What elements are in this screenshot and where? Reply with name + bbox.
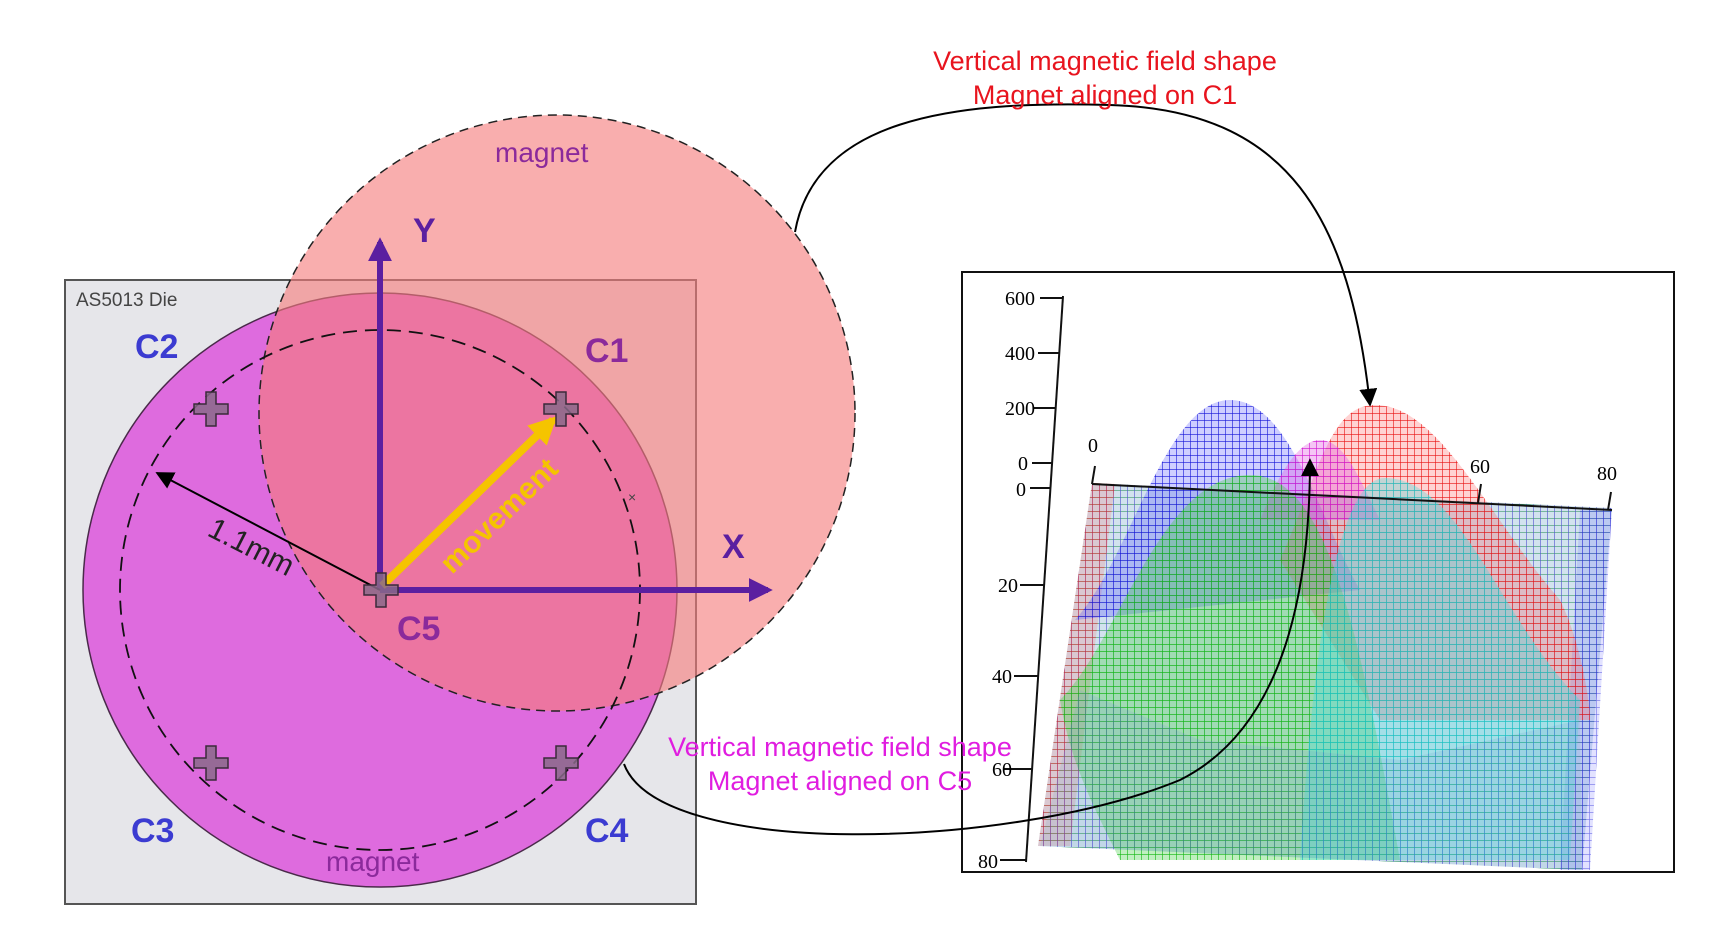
connector-c5 [623,458,1319,836]
die-diagram: AS5013 Die Y X 1.1mm movement × C2 C1 C3 [64,114,856,905]
z-tick-600: 600 [1005,288,1035,310]
annotation-c1-line2: Magnet aligned on C1 [973,80,1237,110]
plot-x-axis [1091,483,1613,511]
y-tick-0: 0 [1016,479,1026,501]
z-tick-400: 400 [1005,343,1035,365]
connector-c1 [794,103,1378,407]
sensor-cross-c4 [543,745,579,781]
x-tick-80: 80 [1597,463,1617,485]
x-tick-0: 0 [1088,435,1098,457]
y-tick-40: 40 [992,666,1012,688]
corner-label-c1: C1 [585,332,628,370]
y-tick-80: 80 [978,851,998,873]
annotation-c5-line1: Vertical magnetic field shape [668,732,1012,762]
annotation-c5-line2: Magnet aligned on C5 [708,766,972,796]
svg-text:×: × [628,489,636,505]
magnet-centered-label: magnet [326,846,420,877]
corner-label-c5: C5 [397,610,440,648]
x-axis-label: X [722,528,745,566]
y-tick-60: 60 [992,759,1012,781]
plot-z-axis [1025,295,1064,863]
sensor-cross-c3 [193,745,229,781]
sensor-cross-c1 [543,391,579,427]
annotation-c1-line1: Vertical magnetic field shape [933,46,1277,76]
corner-label-c2: C2 [135,328,178,366]
sensor-crosses [193,391,579,781]
sensor-cross-c2 [193,391,229,427]
x-tick-60: 60 [1470,456,1490,478]
die-title: AS5013 Die [76,290,177,311]
z-tick-200: 200 [1005,398,1035,420]
field-plot: 600 400 200 0 0 20 40 60 80 0 60 80 [961,271,1675,873]
corner-label-c4: C4 [585,812,629,850]
magnet-shifted-label: magnet [495,137,589,168]
sensor-cross-c5 [363,572,399,608]
y-axis-label: Y [413,212,436,250]
corner-label-c3: C3 [131,812,174,850]
y-tick-20: 20 [998,575,1018,597]
movement-arrow [379,416,558,589]
z-tick-0: 0 [1018,453,1028,475]
radius-arrow [155,472,381,591]
